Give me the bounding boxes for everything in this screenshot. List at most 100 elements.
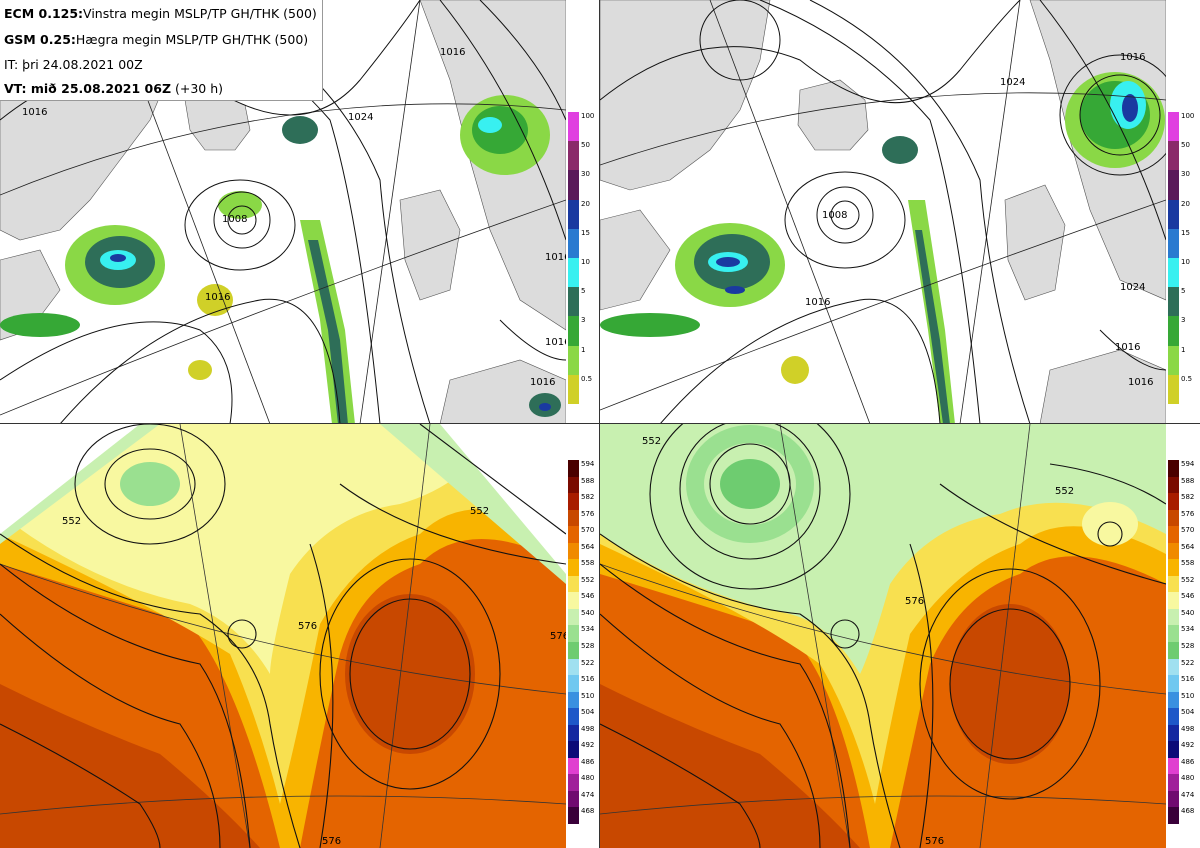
colorbar-label: 594 — [581, 460, 595, 468]
colorbar-label: 588 — [581, 476, 595, 485]
colorbar-label: 534 — [581, 625, 595, 634]
colorbar-label: 570 — [1181, 526, 1195, 535]
colorbar-label: 558 — [1181, 559, 1195, 568]
colorbar-label: 594 — [1181, 460, 1195, 468]
colorbar-swatch — [1168, 199, 1179, 230]
colorbar-swatch — [1168, 374, 1179, 405]
precip-colorbar-left: 100 50 30 20 15 10 5 3 1 0.5 — [568, 112, 598, 405]
colorbar-swatch — [568, 675, 579, 693]
colorbar-swatch — [568, 509, 579, 527]
gsm-thickness-map-svg: 552 552 576 576 — [600, 424, 1166, 848]
thickness-534-540-area — [120, 462, 180, 506]
colorbar-label: 504 — [1181, 708, 1195, 717]
isobar-label: 1016 — [545, 337, 566, 348]
colorbar-swatch — [1168, 542, 1179, 560]
forecast-info-box: ECM 0.125:Vinstra megin MSLP/TP GH/THK (… — [0, 0, 323, 101]
colorbar-swatch — [1168, 691, 1179, 709]
ecm-info-line: ECM 0.125:Vinstra megin MSLP/TP GH/THK (… — [4, 6, 317, 21]
thickness-582-area — [950, 604, 1070, 764]
contour-label: 576 — [905, 596, 924, 607]
colorbar-label: 50 — [581, 141, 590, 150]
contour-label: 576 — [298, 621, 317, 632]
colorbar-label: 15 — [1181, 228, 1190, 237]
isobar-label: 1016 — [1115, 342, 1140, 353]
ecm-thickness-map-svg: 552 576 552 576 576 — [0, 424, 566, 848]
colorbar-swatch — [1168, 559, 1179, 577]
colorbar-swatch — [568, 345, 579, 376]
colorbar-swatch — [568, 316, 579, 347]
colorbar-swatch — [1168, 287, 1179, 317]
panel-divider-vertical — [599, 0, 600, 848]
valid-time: VT: mið 25.08.2021 06Z — [4, 81, 172, 96]
masked-area — [440, 424, 566, 574]
colorbar-swatch — [568, 258, 579, 288]
colorbar-label: 522 — [581, 658, 595, 667]
gsm-description: Hægra megin MSLP/TP GH/THK (500) — [75, 32, 309, 47]
thickness-576-582-band — [600, 684, 860, 848]
colorbar-label: 528 — [581, 642, 595, 650]
isobars — [600, 0, 1166, 424]
precip-areas — [0, 95, 561, 424]
geopotential-contours — [0, 424, 566, 848]
graticule — [0, 424, 566, 848]
colorbar-swatch — [568, 526, 579, 544]
colorbar-label: 486 — [581, 757, 595, 766]
thickness-colorbar-right: 594 588 582 576 570 564 558 552 546 540 534 528 522 5… — [1168, 460, 1198, 825]
colorbar-swatch — [1168, 460, 1179, 478]
colorbar-swatch — [1168, 757, 1179, 775]
contour-labels: 552 576 552 576 576 — [62, 506, 566, 847]
isobar-label: 1016 — [805, 297, 830, 308]
ecm-model-label: ECM 0.125: — [4, 6, 84, 21]
thickness-528-534-area — [720, 459, 780, 509]
colorbar-label: 5 — [1181, 287, 1186, 296]
colorbar-swatch — [568, 575, 579, 593]
colorbar-swatch — [1168, 708, 1179, 726]
colorbar-label: 504 — [581, 708, 595, 717]
colorbar-swatch — [568, 708, 579, 726]
isobar-label: 1008 — [822, 210, 847, 221]
contour-label: 552 — [62, 516, 81, 527]
colorbar-label: 1 — [1181, 345, 1186, 354]
colorbar-label: 510 — [1181, 691, 1195, 700]
contour-label: 552 — [470, 506, 489, 517]
colorbar-swatch — [568, 460, 579, 478]
colorbar-label: 552 — [1181, 575, 1195, 584]
colorbar-swatch — [1168, 526, 1179, 544]
colorbar-label: 498 — [1181, 724, 1195, 733]
colorbar-label: 50 — [1181, 141, 1190, 150]
colorbar-label: 522 — [1181, 658, 1195, 667]
isobar-label: 1016 — [22, 107, 47, 118]
contour-label: 552 — [1055, 486, 1074, 497]
contour-label: 552 — [642, 436, 661, 447]
thickness-576-582-band — [0, 684, 260, 848]
colorbar-label: 10 — [1181, 258, 1190, 266]
colorbar-label: 3 — [1181, 316, 1186, 325]
isobar-label: 1016 — [530, 377, 555, 388]
precip-colorbar-right: 100 50 30 20 15 10 5 3 1 0.5 — [1168, 112, 1198, 405]
colorbar-swatch — [568, 757, 579, 775]
gsm-thickness-map: 552 552 576 576 — [600, 424, 1166, 848]
colorbar-label: 576 — [1181, 509, 1195, 518]
colorbar-swatch — [1168, 258, 1179, 288]
colorbar-label: 30 — [581, 170, 590, 179]
colorbar-label: 510 — [581, 691, 595, 700]
colorbar-label: 468 — [581, 807, 595, 816]
init-time: IT: þri 24.08.2021 00Z — [4, 57, 143, 72]
colorbar-swatch — [568, 691, 579, 709]
isobar-label: 1016 — [545, 252, 566, 263]
isobar-label: 1008 — [222, 214, 247, 225]
colorbar-label: 558 — [581, 559, 595, 568]
colorbar-label: 540 — [1181, 608, 1195, 617]
colorbar-swatch — [1168, 774, 1179, 792]
isobar-label: 1016 — [1128, 377, 1153, 388]
colorbar-swatch — [1168, 608, 1179, 626]
thickness-colorbar-left: 594 588 582 576 570 564 558 552 546 540 534 528 522 5… — [568, 460, 598, 825]
colorbar-label: 546 — [581, 592, 595, 601]
colorbar-label: 588 — [1181, 476, 1195, 485]
isobar-label: 1016 — [440, 47, 465, 58]
colorbar-swatch — [1168, 476, 1179, 494]
colorbar-swatch — [1168, 509, 1179, 527]
colorbar-label: 474 — [1181, 790, 1195, 799]
colorbar-swatch — [568, 476, 579, 494]
colorbar-label: 100 — [1181, 112, 1195, 120]
